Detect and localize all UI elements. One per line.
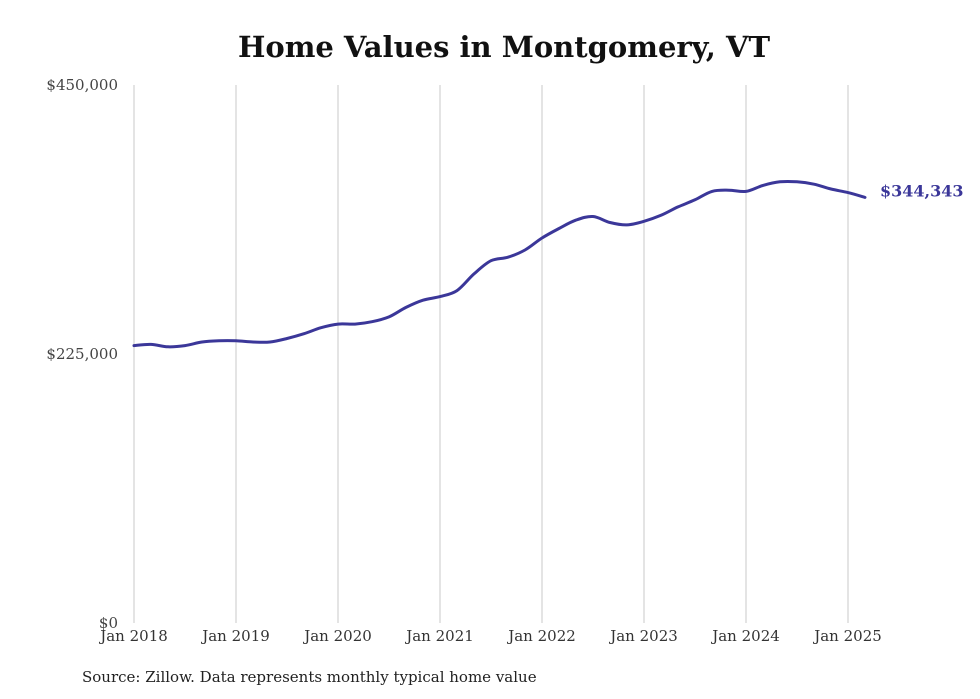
y-tick-label: $450,000 [46, 76, 118, 94]
x-tick-label: Jan 2023 [608, 627, 678, 645]
x-tick-label: Jan 2019 [200, 627, 270, 645]
grid-layer [133, 85, 849, 623]
x-tick-label: Jan 2020 [302, 627, 372, 645]
y-tick-label: $0 [99, 614, 118, 632]
y-axis-labels: $0 $225,000 $450,000 [46, 76, 118, 632]
x-tick-label: Jan 2025 [812, 627, 882, 645]
series-line [132, 179, 867, 349]
x-tick-label: Jan 2021 [404, 627, 474, 645]
x-tick-label: Jan 2018 [98, 627, 168, 645]
source-note: Source: Zillow. Data represents monthly … [82, 668, 537, 686]
series-layer [132, 179, 867, 349]
chart-title: Home Values in Montgomery, VT [237, 30, 771, 64]
end-value-label: $344,343 [880, 181, 964, 200]
y-tick-label: $225,000 [46, 345, 118, 363]
x-tick-label: Jan 2022 [506, 627, 576, 645]
x-axis-labels: Jan 2018 Jan 2019 Jan 2020 Jan 2021 Jan 2022… [98, 627, 882, 645]
x-tick-label: Jan 2024 [710, 627, 780, 645]
